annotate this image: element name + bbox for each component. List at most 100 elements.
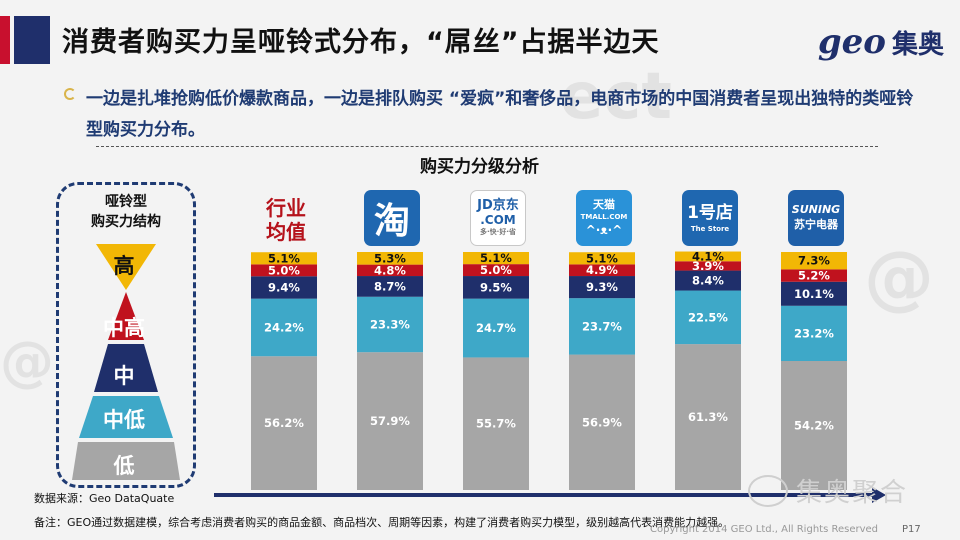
logo-latin: geo <box>817 22 886 62</box>
company-logo: geo 集奥 <box>818 22 944 62</box>
bar-segment-3-3 <box>569 264 635 277</box>
bar-value-label-0-3: 5.0% <box>268 263 300 277</box>
title-accent-red <box>0 16 10 64</box>
bar-segment-2-4 <box>463 252 529 265</box>
avg-label-line2: 均值 <box>266 220 306 244</box>
bar-segment-4-1 <box>675 290 741 345</box>
bar-value-label-4-3: 3.9% <box>692 259 724 273</box>
bar-value-label-4-2: 8.4% <box>692 274 724 288</box>
bar-value-label-3-3: 4.9% <box>586 263 618 277</box>
bar-value-label-1-3: 4.8% <box>374 263 406 277</box>
bar-segment-3-4 <box>569 252 635 265</box>
bar-value-label-2-1: 24.7% <box>476 321 516 335</box>
bar-segment-0-2 <box>251 276 317 299</box>
bar-value-label-0-0: 56.2% <box>264 416 304 430</box>
brand-suning-logo: SUNING 苏宁电器 <box>788 190 844 246</box>
pyramid-label-mid: 中 <box>113 364 135 388</box>
bar-segment-5-0 <box>781 361 847 490</box>
bar-segment-4-2 <box>675 270 741 291</box>
jd-main: JD京东 <box>477 198 519 213</box>
bar-segment-0-3 <box>251 264 317 277</box>
bar-value-label-2-4: 5.1% <box>480 251 512 265</box>
brand-yhd-logo: 1号店 The Store <box>682 190 738 246</box>
dumbbell-legend-title: 哑铃型 购买力结构 <box>56 192 196 232</box>
summary-text: 一边是扎堆抢购低价爆款商品，一边是排队购买 “爱疯”和奢侈品，电商市场的中国消费… <box>86 89 914 140</box>
bar-segment-3-1 <box>569 298 635 355</box>
bar-segment-4-0 <box>675 344 741 490</box>
jd-sub: .COM <box>480 213 516 227</box>
bar-value-label-0-1: 24.2% <box>264 320 304 334</box>
tmall-sub: TMALL.COM <box>580 213 628 221</box>
bar-segment-5-2 <box>781 281 847 306</box>
pyramid-label-midlow: 中低 <box>103 408 145 432</box>
wechat-icon <box>748 474 788 507</box>
bar-segment-2-3 <box>463 264 529 277</box>
bar-segment-2-1 <box>463 298 529 358</box>
suning-cn: 苏宁电器 <box>794 218 838 231</box>
bar-value-label-2-0: 55.7% <box>476 417 516 431</box>
suning-en: SUNING <box>791 203 841 216</box>
chart-title: 购买力分级分析 <box>420 157 539 177</box>
bar-value-label-5-4: 7.3% <box>798 254 830 268</box>
bar-value-label-3-2: 9.3% <box>586 280 618 294</box>
bar-value-label-5-3: 5.2% <box>798 269 830 283</box>
pyramid-label-low: 低 <box>113 454 135 478</box>
dumbbell-legend-frame <box>56 182 196 488</box>
logo-chinese: 集奥 <box>891 30 944 60</box>
bar-segment-5-3 <box>781 269 847 282</box>
bar-segment-1-3 <box>357 264 423 277</box>
brand-taobao-logo: 淘 <box>364 190 420 246</box>
avg-label-line1: 行业 <box>266 196 306 220</box>
x-axis-arrowhead <box>872 487 886 503</box>
bar-segment-1-1 <box>357 296 423 353</box>
page-title: 消费者购买力呈哑铃式分布，“屌丝”占据半边天 <box>62 27 660 58</box>
bullet-icon <box>64 88 76 100</box>
bar-value-label-0-2: 9.4% <box>268 280 300 294</box>
bar-segment-4-4 <box>675 251 741 262</box>
bar-value-label-2-2: 9.5% <box>480 280 512 294</box>
bar-value-label-1-4: 5.3% <box>374 251 406 265</box>
background-decoration: @ <box>864 236 934 318</box>
bar-segment-3-0 <box>569 354 635 490</box>
bar-value-label-3-1: 23.7% <box>582 319 622 333</box>
pyramid-label-midhigh: 中高 <box>103 316 145 340</box>
bar-segment-0-4 <box>251 252 317 265</box>
bar-value-label-3-4: 5.1% <box>586 251 618 265</box>
legend-title-line2: 购买力结构 <box>91 214 161 230</box>
bar-value-label-0-4: 5.1% <box>268 251 300 265</box>
bar-value-label-4-0: 61.3% <box>688 410 728 424</box>
bar-segment-2-0 <box>463 357 529 490</box>
bar-value-label-5-2: 10.1% <box>794 287 834 301</box>
bar-value-label-2-3: 5.0% <box>480 263 512 277</box>
tmall-cat-icon: ^·ᴥ·^ <box>585 223 623 237</box>
bar-value-label-5-0: 54.2% <box>794 419 834 433</box>
bar-segment-5-1 <box>781 305 847 362</box>
data-source: 数据来源：Geo DataQuate <box>34 492 175 505</box>
bar-value-label-3-0: 56.9% <box>582 415 622 429</box>
bar-segment-1-4 <box>357 252 423 265</box>
bar-segment-4-3 <box>675 261 741 271</box>
tmall-top: 天猫 <box>593 198 615 211</box>
bar-segment-1-2 <box>357 276 423 297</box>
yhd-main: 1号店 <box>687 203 733 223</box>
page-number: P17 <box>902 524 921 535</box>
brand-tmall-logo: 天猫 TMALL.COM ^·ᴥ·^ <box>576 190 632 246</box>
bar-segment-0-0 <box>251 356 317 490</box>
bar-segment-0-1 <box>251 298 317 357</box>
legend-title-line1: 哑铃型 <box>105 194 147 210</box>
jd-slogan: 多·快·好·省 <box>480 228 516 236</box>
bar-segment-1-0 <box>357 352 423 490</box>
bar-value-label-1-1: 23.3% <box>370 317 410 331</box>
wechat-text: 集奥聚合 <box>796 478 909 508</box>
bar-segment-2-2 <box>463 276 529 299</box>
pyramid-label-high: 高 <box>113 254 135 278</box>
brand-jd-logo: JD京东 .COM 多·快·好·省 <box>470 190 526 246</box>
bar-value-label-5-1: 23.2% <box>794 326 834 340</box>
x-axis-arrow-line <box>214 493 874 497</box>
bar-value-label-4-1: 22.5% <box>688 310 728 324</box>
wechat-watermark: 集奥聚合 <box>748 472 908 509</box>
bar-value-label-1-2: 8.7% <box>374 279 406 293</box>
copyright: Copyright 2014 GEO Ltd., All Rights Rese… <box>650 524 879 535</box>
brand-industry-average: 行业 均值 <box>256 196 316 244</box>
yhd-sub: The Store <box>690 225 730 233</box>
